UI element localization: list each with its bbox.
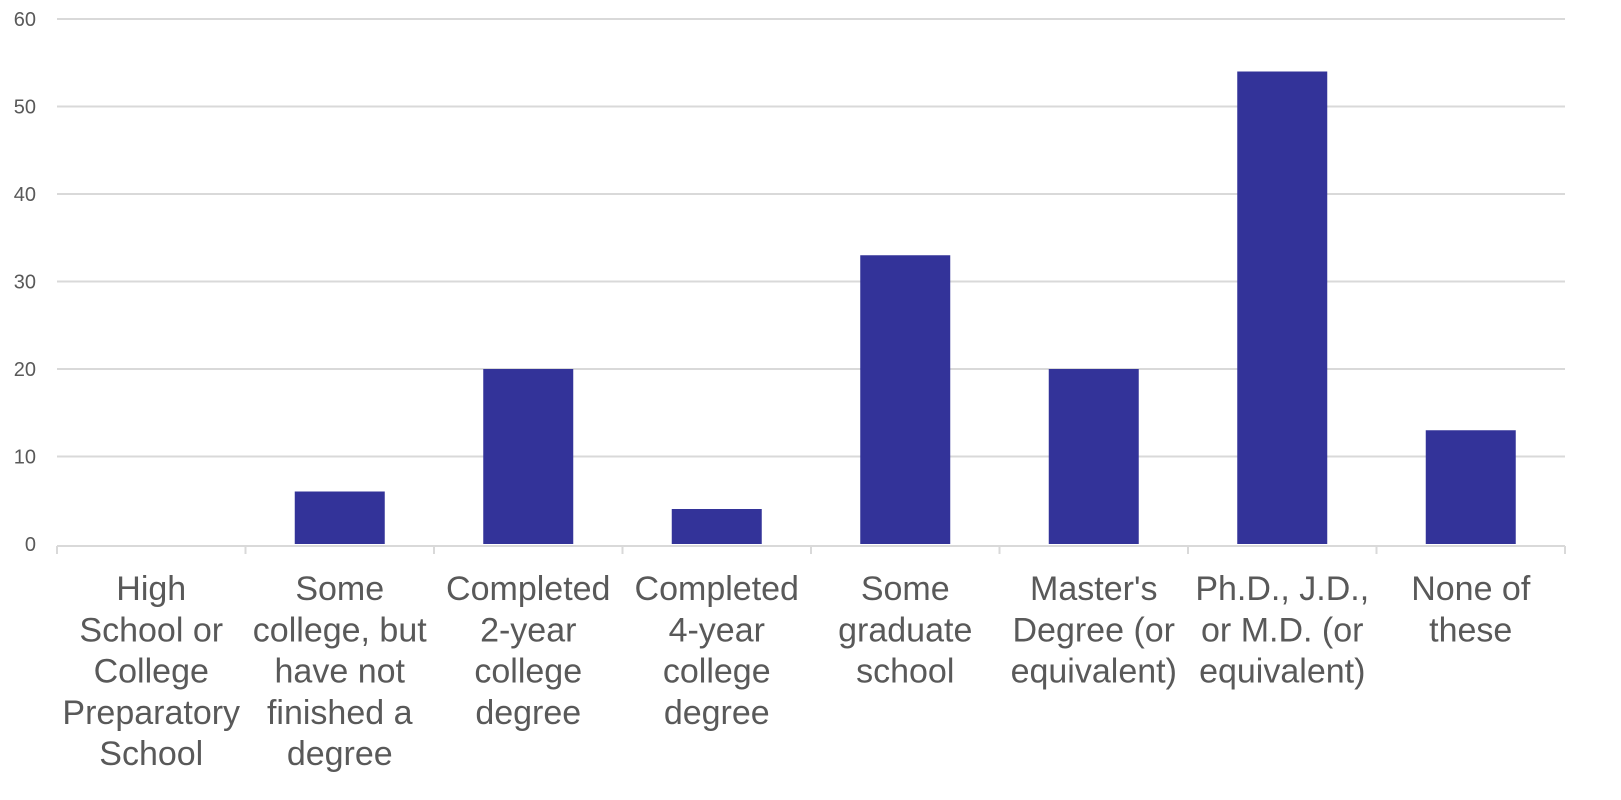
x-tick-label: Master's Degree (or equivalent) [1011, 570, 1177, 691]
x-tick-label-line: college [474, 653, 582, 691]
bar [1048, 369, 1139, 544]
x-tick-label-line: degree [287, 735, 393, 773]
x-axis-tick-labels: High School or College Preparatory School Som… [62, 570, 1530, 773]
y-tick-label: 20 [14, 359, 36, 381]
x-tick-label-line: equivalent) [1199, 653, 1365, 691]
x-tick-label-line: Some [295, 570, 384, 608]
x-tick-label-line: graduate [838, 611, 972, 649]
bar [671, 509, 762, 544]
x-tick-label-line: 4-year [669, 611, 765, 649]
x-tick-label-line: degree [664, 694, 770, 732]
y-tick-label: 50 [14, 97, 36, 119]
x-tick-label-line: have not [275, 653, 406, 691]
x-tick-label-line: Completed [635, 570, 799, 608]
gridlines [57, 18, 1565, 458]
x-tick-label-line: Ph.D., J.D., [1195, 570, 1369, 608]
y-tick-label: 60 [14, 9, 36, 31]
x-tick-label-line: 2-year [480, 611, 576, 649]
x-tick-label: Some graduate school [838, 570, 972, 691]
x-tick-label-line: school [856, 653, 954, 691]
x-tick-label-line: college [663, 653, 771, 691]
x-tick-label: Completed 4-year college degree [635, 570, 799, 732]
x-tick-label-line: these [1429, 611, 1512, 649]
x-axis [56, 545, 1566, 554]
y-tick-label: 10 [14, 447, 36, 469]
y-tick-label: 0 [25, 534, 36, 556]
x-tick-label-line: None of [1411, 570, 1531, 608]
y-tick-label: 40 [14, 184, 36, 206]
bar [483, 369, 574, 544]
x-tick-label: None of these [1411, 570, 1531, 649]
x-tick-label: High School or College Preparatory School [62, 570, 240, 773]
x-tick-label-line: Master's [1030, 570, 1157, 608]
bar [1237, 71, 1328, 544]
x-tick-label-line: School or [79, 611, 223, 649]
x-tick-label: Completed 2-year college degree [446, 570, 610, 732]
x-tick-label-line: degree [475, 694, 581, 732]
y-axis-tick-labels: 0 10 20 30 40 50 60 [14, 9, 36, 556]
x-tick-label-line: School [99, 735, 203, 773]
x-tick-label-line: finished a [267, 694, 413, 732]
x-tick-label-line: equivalent) [1011, 653, 1177, 691]
x-tick-label-line: Completed [446, 570, 610, 608]
x-tick-label-line: college, but [253, 611, 427, 649]
x-tick-label: Ph.D., J.D., or M.D. (or equivalent) [1195, 570, 1369, 691]
y-tick-label: 30 [14, 272, 36, 294]
bar [1425, 430, 1516, 544]
x-tick-label-line: College [94, 653, 209, 691]
x-tick-label: Some college, but have not finished a degree [253, 570, 427, 773]
x-tick-label-line: High [116, 570, 186, 608]
x-tick-label-line: Degree (or [1012, 611, 1175, 649]
x-tick-label-line: Preparatory [62, 694, 240, 732]
bar [294, 491, 385, 544]
x-tick-label-line: Some [861, 570, 950, 608]
x-tick-label-line: or M.D. (or [1201, 611, 1363, 649]
bar [860, 255, 951, 544]
bars [294, 71, 1516, 544]
